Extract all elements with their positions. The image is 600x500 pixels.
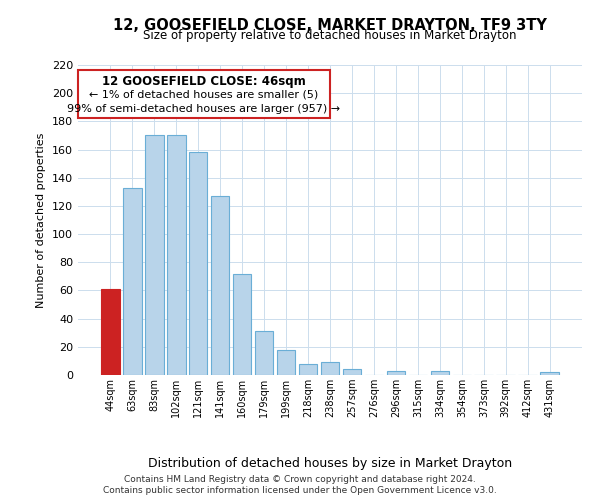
Text: Distribution of detached houses by size in Market Drayton: Distribution of detached houses by size … bbox=[148, 458, 512, 470]
Bar bbox=[277, 350, 295, 375]
Bar bbox=[320, 362, 340, 375]
Bar bbox=[255, 332, 274, 375]
Bar bbox=[386, 371, 405, 375]
Bar bbox=[123, 188, 142, 375]
Text: Size of property relative to detached houses in Market Drayton: Size of property relative to detached ho… bbox=[143, 29, 517, 42]
Bar bbox=[167, 136, 185, 375]
Text: 12, GOOSEFIELD CLOSE, MARKET DRAYTON, TF9 3TY: 12, GOOSEFIELD CLOSE, MARKET DRAYTON, TF… bbox=[113, 18, 547, 32]
Bar bbox=[343, 370, 361, 375]
Bar bbox=[541, 372, 559, 375]
Bar bbox=[189, 152, 208, 375]
Bar bbox=[299, 364, 317, 375]
Bar bbox=[145, 136, 164, 375]
Text: 12 GOOSEFIELD CLOSE: 46sqm: 12 GOOSEFIELD CLOSE: 46sqm bbox=[102, 75, 306, 88]
Text: 99% of semi-detached houses are larger (957) →: 99% of semi-detached houses are larger (… bbox=[67, 104, 341, 114]
Text: Contains public sector information licensed under the Open Government Licence v3: Contains public sector information licen… bbox=[103, 486, 497, 495]
Bar bbox=[211, 196, 229, 375]
Bar bbox=[101, 289, 119, 375]
Bar bbox=[233, 274, 251, 375]
Bar bbox=[431, 371, 449, 375]
Y-axis label: Number of detached properties: Number of detached properties bbox=[37, 132, 46, 308]
FancyBboxPatch shape bbox=[78, 70, 330, 117]
Text: Contains HM Land Registry data © Crown copyright and database right 2024.: Contains HM Land Registry data © Crown c… bbox=[124, 475, 476, 484]
Text: ← 1% of detached houses are smaller (5): ← 1% of detached houses are smaller (5) bbox=[89, 90, 319, 100]
